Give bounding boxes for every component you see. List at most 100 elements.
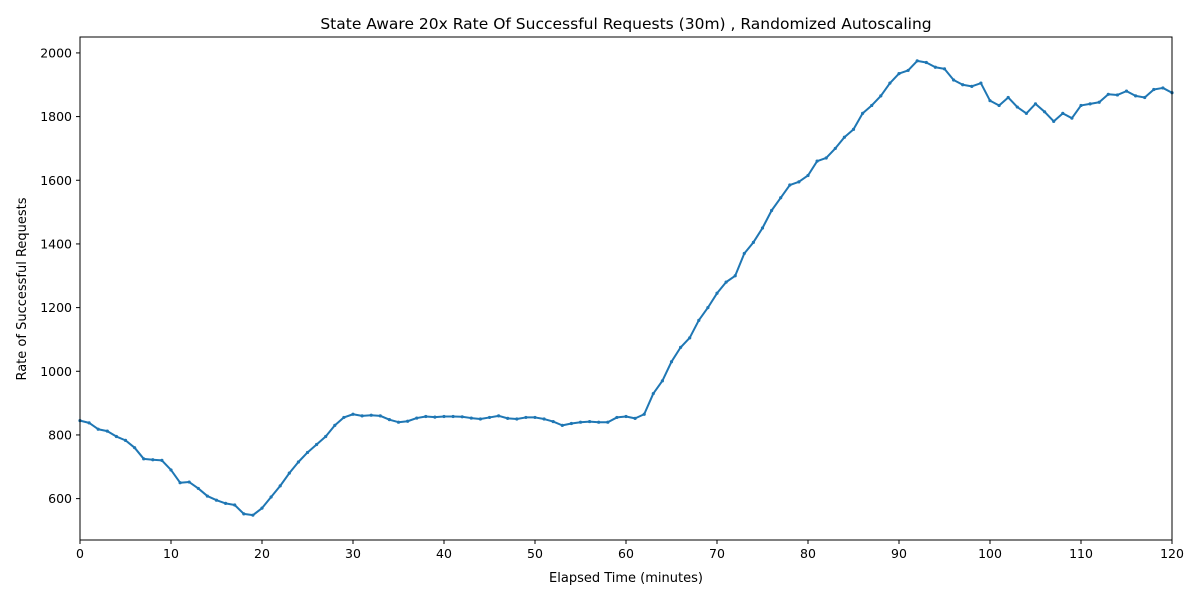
x-tick-label: 60 xyxy=(618,546,634,561)
x-tick-label: 20 xyxy=(254,546,270,561)
data-point xyxy=(633,416,637,420)
data-point xyxy=(169,468,173,472)
data-point xyxy=(624,414,628,419)
data-point xyxy=(133,446,137,450)
data-point xyxy=(433,415,437,419)
data-point xyxy=(269,495,273,499)
data-point xyxy=(497,414,501,418)
data-point xyxy=(669,360,674,364)
data-point xyxy=(442,414,446,419)
data-point xyxy=(797,180,801,184)
y-axis: 600 800 1000 1200 1400 1600 1800 2000 xyxy=(40,45,80,506)
y-tick-label: 1600 xyxy=(40,173,72,188)
data-point xyxy=(451,414,455,419)
data-point xyxy=(1033,102,1038,106)
data-point xyxy=(833,146,837,151)
data-point xyxy=(888,81,892,85)
data-point xyxy=(1052,119,1056,123)
series-points xyxy=(78,59,1174,517)
y-tick-label: 1800 xyxy=(40,109,72,124)
x-tick-label: 0 xyxy=(76,546,84,561)
data-point xyxy=(305,450,310,455)
data-point xyxy=(114,434,118,439)
x-tick-label: 100 xyxy=(978,546,1002,561)
data-point xyxy=(333,423,337,427)
x-tick-label: 70 xyxy=(709,546,725,561)
data-point xyxy=(770,208,774,213)
x-tick-label: 110 xyxy=(1069,546,1093,561)
data-point xyxy=(487,415,492,420)
data-point xyxy=(779,196,783,200)
data-point xyxy=(933,65,938,69)
x-tick-label: 30 xyxy=(345,546,361,561)
data-point xyxy=(997,103,1001,108)
data-point xyxy=(533,415,537,420)
data-point xyxy=(642,412,646,416)
data-point xyxy=(615,415,619,420)
data-point xyxy=(369,413,373,417)
data-point xyxy=(660,379,665,383)
data-point xyxy=(296,460,300,464)
data-point xyxy=(287,471,291,475)
data-point xyxy=(1115,93,1119,97)
data-point xyxy=(715,291,719,295)
data-point xyxy=(142,457,146,461)
data-point xyxy=(324,434,328,439)
data-point xyxy=(742,251,746,256)
data-point xyxy=(988,99,992,103)
data-point xyxy=(424,414,428,419)
data-point xyxy=(851,127,856,131)
data-point xyxy=(569,421,574,426)
data-point xyxy=(469,416,473,420)
data-point xyxy=(788,183,792,187)
data-point xyxy=(706,306,710,310)
data-point xyxy=(1143,95,1147,100)
data-point xyxy=(524,415,528,420)
data-point xyxy=(96,427,100,431)
chart-title: State Aware 20x Rate Of Successful Reque… xyxy=(320,15,931,33)
data-point xyxy=(178,481,182,485)
data-point xyxy=(560,423,564,427)
y-axis-label: Rate of Successful Requests xyxy=(15,197,30,380)
data-point xyxy=(1006,95,1010,100)
data-point xyxy=(551,419,555,424)
data-point xyxy=(1024,111,1028,116)
data-point xyxy=(342,415,346,420)
data-point xyxy=(315,442,319,447)
x-tick-label: 50 xyxy=(527,546,543,561)
data-point xyxy=(378,414,382,418)
data-point xyxy=(606,420,610,424)
data-point xyxy=(870,103,874,108)
data-point xyxy=(515,417,519,421)
data-point xyxy=(123,438,128,442)
data-point xyxy=(915,59,919,63)
data-point xyxy=(588,419,592,424)
data-point xyxy=(351,412,355,416)
data-point xyxy=(751,240,756,244)
data-point xyxy=(1152,87,1156,92)
y-tick-label: 800 xyxy=(48,427,72,442)
data-point xyxy=(160,458,164,463)
data-point xyxy=(861,111,865,116)
y-tick-label: 600 xyxy=(48,491,72,506)
y-tick-label: 1400 xyxy=(40,236,72,251)
data-point xyxy=(824,156,828,160)
x-tick-label: 90 xyxy=(891,546,907,561)
data-point xyxy=(1070,116,1074,120)
data-point xyxy=(360,414,364,418)
data-point xyxy=(278,484,282,488)
data-point xyxy=(597,420,601,424)
data-point xyxy=(506,416,510,420)
data-point xyxy=(1124,89,1129,93)
x-axis: 0 10 20 30 40 50 60 70 80 90 100 110 120 xyxy=(76,540,1184,561)
data-point xyxy=(1134,94,1138,98)
data-point xyxy=(214,498,219,502)
data-point xyxy=(87,421,91,425)
data-point xyxy=(396,420,401,424)
data-point xyxy=(1097,100,1101,104)
plot-area xyxy=(78,36,1174,541)
data-point xyxy=(578,420,583,424)
y-tick-label: 1200 xyxy=(40,300,72,315)
